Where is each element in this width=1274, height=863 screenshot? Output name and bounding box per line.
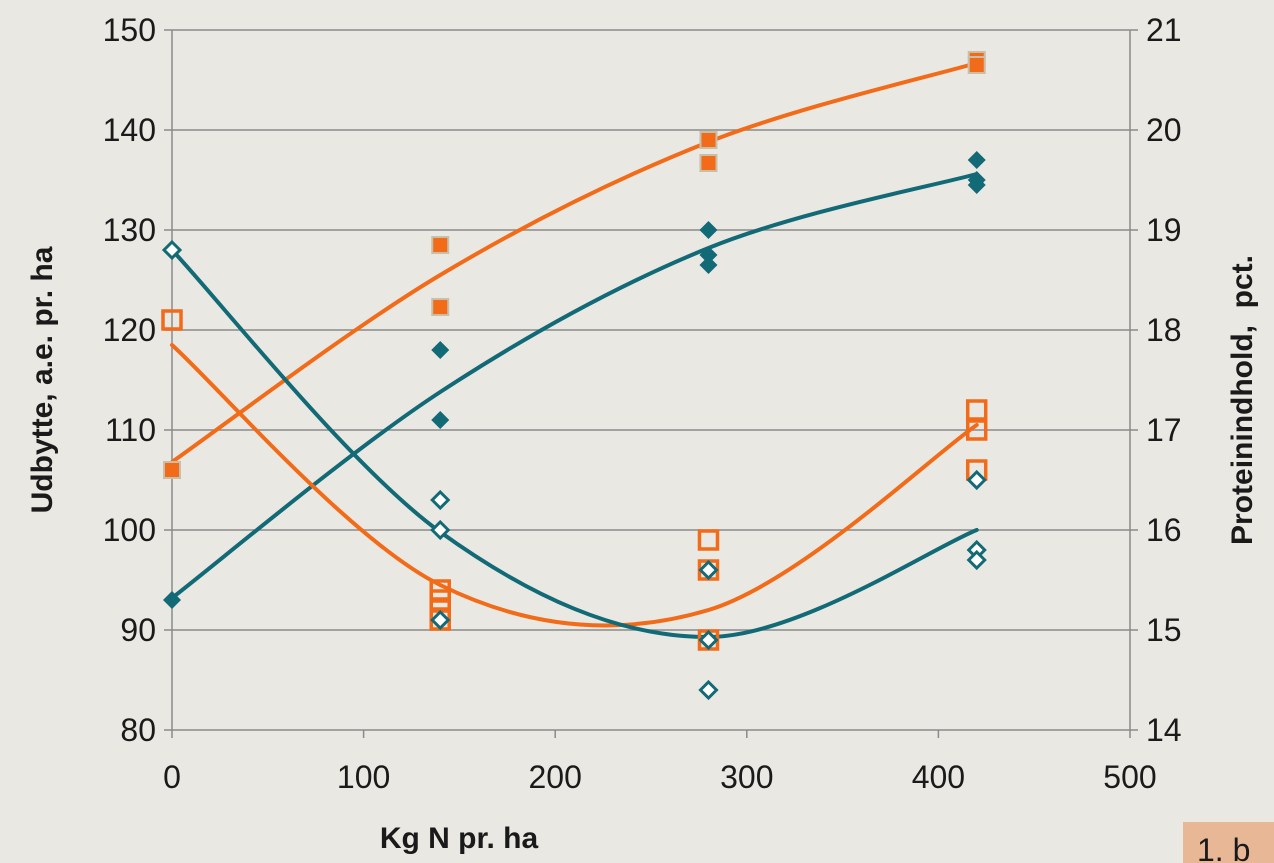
x-tick-label: 500 xyxy=(1103,759,1156,795)
x-tick-label: 100 xyxy=(337,759,390,795)
x-tick-label: 300 xyxy=(720,759,773,795)
x-tick-label: 0 xyxy=(163,759,181,795)
data-point-series-3 xyxy=(161,309,183,331)
data-point-series-3 xyxy=(965,399,988,421)
data-point-series-4 xyxy=(966,549,987,571)
data-point-series-2 xyxy=(699,256,718,274)
x-tick-label: 400 xyxy=(912,759,965,795)
data-point-series-4 xyxy=(430,519,451,541)
y-tick-label-right: 18 xyxy=(1146,312,1182,348)
y-tick-label-left: 110 xyxy=(105,412,156,448)
data-point-series-4 xyxy=(698,559,719,581)
data-point-series-4 xyxy=(966,469,987,491)
x-axis-title: Kg N pr. ha xyxy=(380,822,539,855)
trend-lines xyxy=(170,61,979,640)
gridlines xyxy=(172,29,1130,631)
y-tick-label-left: 80 xyxy=(120,712,156,748)
axes xyxy=(164,29,1138,738)
data-point-series-1 xyxy=(431,298,450,316)
slide-number-badge: 1. b xyxy=(1183,822,1274,863)
y-axis-title-left: Udbytte, a.e. pr. ha xyxy=(26,246,59,513)
trend-line-series-1 xyxy=(170,61,979,464)
data-point-series-2 xyxy=(699,221,718,239)
y-tick-label-right: 15 xyxy=(1146,612,1182,648)
data-point-series-1 xyxy=(699,131,718,149)
y-tick-label-right: 17 xyxy=(1146,412,1182,448)
y-tick-label-left: 130 xyxy=(103,212,156,248)
data-point-series-2 xyxy=(431,341,450,359)
data-point-series-1 xyxy=(431,236,450,254)
tick-labels: 80 90 100 110 120 130 140 150 14 15 16 17 18 19 20 21 0 1… xyxy=(103,12,1182,795)
data-point-series-3 xyxy=(965,419,988,441)
data-point-series-2 xyxy=(699,246,718,264)
data-point-series-3 xyxy=(697,529,720,551)
data-point-series-1 xyxy=(967,56,986,74)
data-point-series-2 xyxy=(431,411,450,429)
data-point-series-4 xyxy=(430,489,451,511)
y-tick-label-right: 16 xyxy=(1146,512,1182,548)
data-point-series-4 xyxy=(698,629,719,651)
y-tick-label-left: 140 xyxy=(103,112,156,148)
y-axis-title-right: Proteinindhold, pct. xyxy=(1226,255,1259,545)
data-point-series-4 xyxy=(698,679,719,701)
y-tick-label-right: 14 xyxy=(1146,712,1182,748)
x-tick-label: 200 xyxy=(529,759,582,795)
data-points xyxy=(161,51,988,701)
data-point-series-1 xyxy=(163,461,181,479)
y-tick-label-right: 21 xyxy=(1146,12,1182,48)
y-tick-label-left: 90 xyxy=(120,612,156,648)
trend-line-series-2 xyxy=(170,172,979,600)
trend-line-series-4 xyxy=(170,248,979,640)
y-tick-label-left: 100 xyxy=(103,512,156,548)
data-point-series-2 xyxy=(967,176,986,194)
trend-line-series-3 xyxy=(170,343,979,628)
data-point-series-2 xyxy=(163,591,181,609)
data-point-series-2 xyxy=(967,151,986,169)
data-point-series-1 xyxy=(699,154,718,172)
y-tick-label-right: 19 xyxy=(1146,212,1182,248)
y-tick-label-left: 120 xyxy=(103,312,156,348)
data-point-series-4 xyxy=(430,609,451,631)
y-tick-label-right: 20 xyxy=(1146,112,1182,148)
y-tick-label-left: 150 xyxy=(103,12,156,48)
data-point-series-4 xyxy=(161,239,183,261)
